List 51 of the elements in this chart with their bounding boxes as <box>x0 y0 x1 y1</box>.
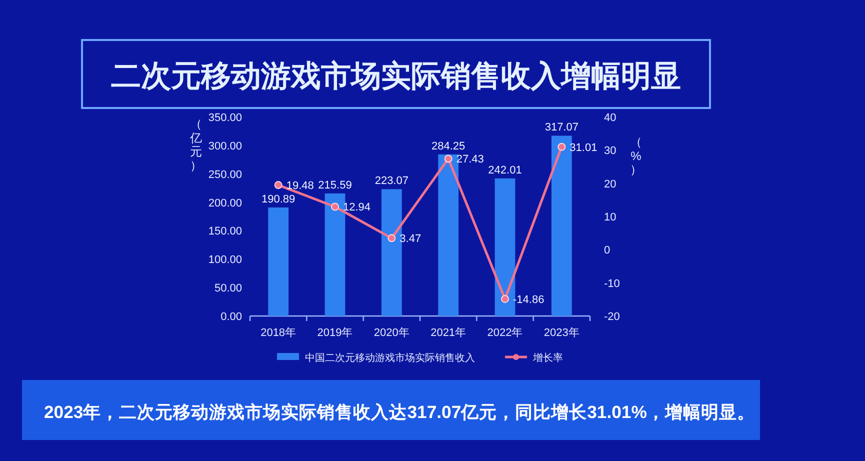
point <box>501 294 509 303</box>
data-label: 215.59 <box>318 179 352 192</box>
y2-tick-label: 30 <box>604 145 616 158</box>
y2-tick-label: 20 <box>604 178 616 190</box>
bar <box>438 154 459 316</box>
legend-label: 中国二次元移动游戏市场实际销售收入 <box>305 352 475 364</box>
data-label: 317.07 <box>544 122 578 134</box>
bar <box>494 178 516 316</box>
bar <box>551 136 572 316</box>
bar <box>381 189 402 316</box>
data-label: -14.86 <box>513 294 544 306</box>
data-label: 12.94 <box>343 202 371 214</box>
legend-label: 增长率 <box>532 352 563 364</box>
y-tick-label: 350.00 <box>208 112 242 124</box>
data-label: 31.01 <box>570 142 598 154</box>
point <box>558 142 566 151</box>
y-tick-label: 0.00 <box>220 311 242 323</box>
point <box>274 181 282 190</box>
y2-tick-label: -20 <box>604 311 620 323</box>
x-tick-label: 2021年 <box>430 327 466 339</box>
y2-tick-label: -10 <box>604 278 620 290</box>
data-label: 284.25 <box>432 140 466 152</box>
y2-tick-label: 40 <box>604 112 616 124</box>
y-tick-label: 50.00 <box>214 282 242 295</box>
data-label: 3.47 <box>400 233 422 246</box>
y-tick-label: 150.00 <box>208 226 242 238</box>
y-tick-label: 200.00 <box>208 197 242 210</box>
y2-tick-label: 10 <box>604 212 616 224</box>
y-tick-label: 300.00 <box>208 140 242 152</box>
chart-title: 二次元移动游戏市场实际销售收入增幅明显 <box>111 59 681 93</box>
point <box>388 234 396 242</box>
x-tick-label: 2023年 <box>544 327 580 339</box>
data-label: 242.01 <box>488 164 522 176</box>
bar <box>268 207 289 316</box>
x-tick-label: 2022年 <box>487 327 523 339</box>
data-label: 190.89 <box>262 193 296 206</box>
point <box>444 154 452 163</box>
y-axis-title: （亿元） <box>189 117 202 172</box>
y-tick-label: 100.00 <box>208 254 242 266</box>
data-label: 223.07 <box>374 175 408 188</box>
y2-axis-title: （%） <box>630 135 642 177</box>
x-tick-label: 2020年 <box>374 327 410 339</box>
point <box>331 202 339 211</box>
data-label: 19.48 <box>286 180 314 192</box>
x-tick-label: 2018年 <box>260 327 296 339</box>
x-tick-label: 2019年 <box>317 327 353 339</box>
bar <box>324 193 346 316</box>
y2-tick-label: 0 <box>604 244 610 257</box>
y-tick-label: 250.00 <box>208 168 242 181</box>
text: 2023年，二次元移动游戏市场实际销售收入达317.07亿元，同比增长31.01%，增幅明显。 <box>44 402 755 422</box>
data-label: 27.43 <box>456 154 484 166</box>
